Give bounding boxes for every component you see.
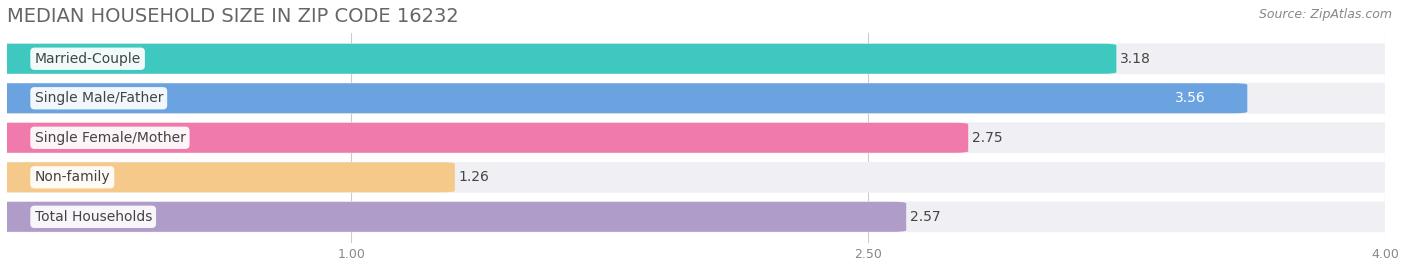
FancyBboxPatch shape (0, 162, 456, 192)
Text: 2.57: 2.57 (910, 210, 941, 224)
Text: 2.75: 2.75 (972, 131, 1002, 145)
FancyBboxPatch shape (7, 83, 1385, 114)
Text: Single Female/Mother: Single Female/Mother (35, 131, 186, 145)
Text: 3.18: 3.18 (1119, 52, 1150, 66)
Text: Non-family: Non-family (35, 170, 110, 184)
FancyBboxPatch shape (0, 202, 907, 232)
FancyBboxPatch shape (0, 123, 969, 153)
FancyBboxPatch shape (0, 83, 1247, 113)
FancyBboxPatch shape (7, 122, 1385, 153)
FancyBboxPatch shape (7, 162, 1385, 193)
FancyBboxPatch shape (7, 201, 1385, 232)
Text: Source: ZipAtlas.com: Source: ZipAtlas.com (1258, 8, 1392, 21)
Text: Single Male/Father: Single Male/Father (35, 91, 163, 105)
Text: MEDIAN HOUSEHOLD SIZE IN ZIP CODE 16232: MEDIAN HOUSEHOLD SIZE IN ZIP CODE 16232 (7, 7, 458, 26)
FancyBboxPatch shape (7, 43, 1385, 74)
FancyBboxPatch shape (0, 44, 1116, 74)
Text: 3.56: 3.56 (1175, 91, 1206, 105)
Text: Total Households: Total Households (35, 210, 152, 224)
Text: 1.26: 1.26 (458, 170, 489, 184)
Text: Married-Couple: Married-Couple (35, 52, 141, 66)
